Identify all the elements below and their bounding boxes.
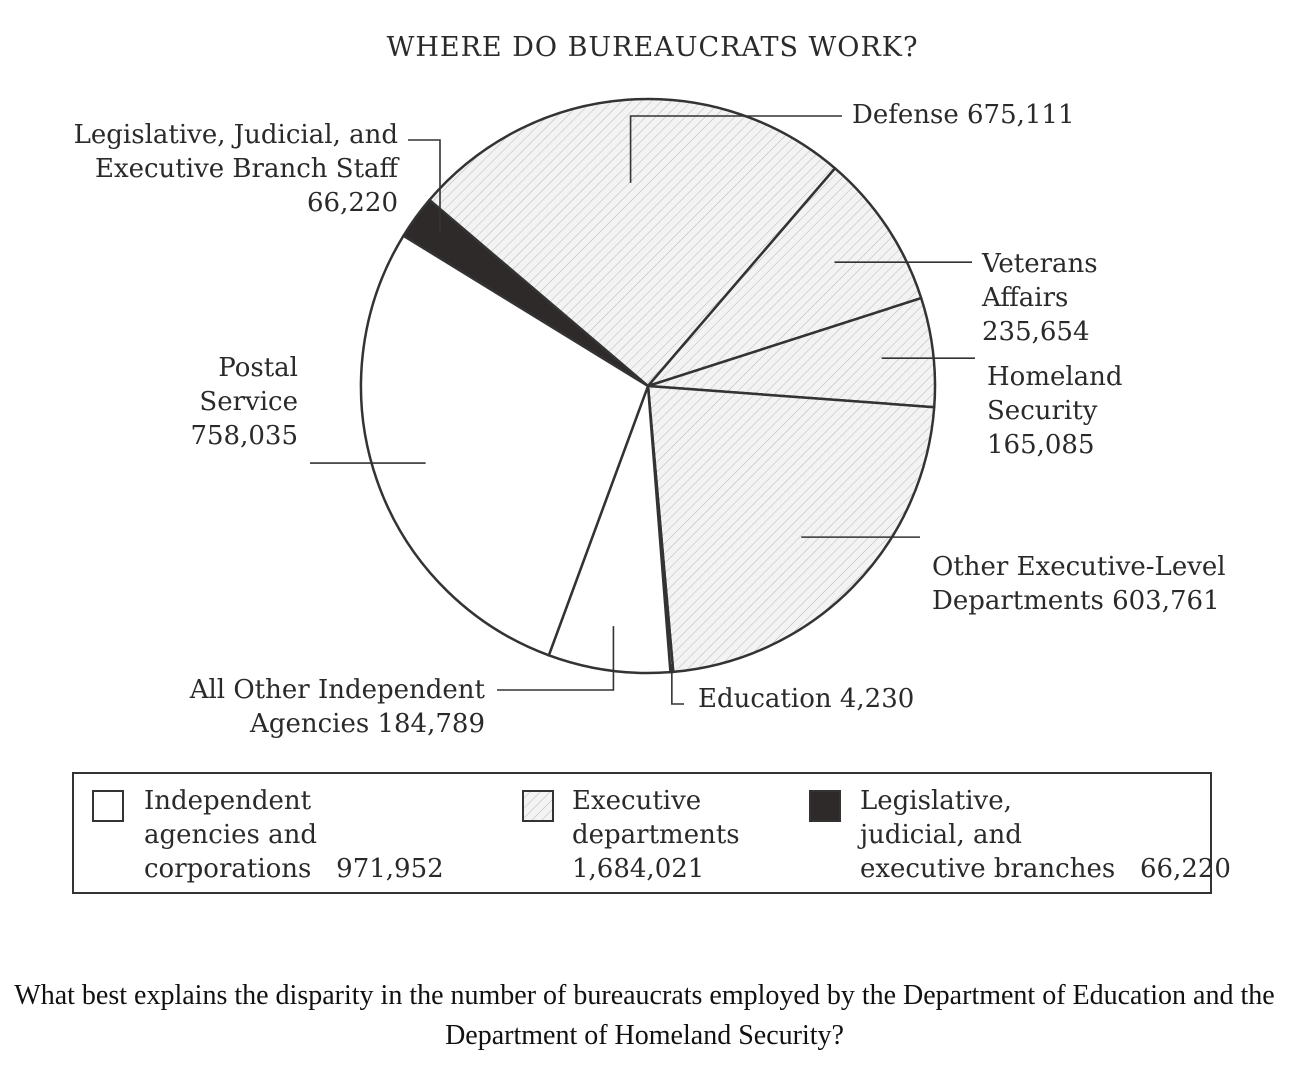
label-line: Other Executive-Level	[932, 552, 1226, 582]
legend-line: judicial, and	[860, 820, 1022, 850]
legend-swatch-independent	[92, 790, 124, 822]
legend-line: Executive	[572, 786, 702, 816]
label-defense: Defense 675,111	[852, 98, 1075, 132]
label-line: Security	[987, 396, 1098, 426]
label-education: Education 4,230	[698, 682, 914, 716]
legend-item-legislative: Legislative, judicial, and executive bra…	[860, 784, 1231, 886]
legend-swatch-legislative	[809, 790, 841, 822]
label-line: Affairs	[982, 283, 1069, 313]
legend-line: agencies and	[144, 820, 318, 850]
label-line: All Other Independent	[189, 675, 485, 705]
legend-line: 1,684,021	[572, 854, 705, 884]
legend-item-executive: Executive departments 1,684,021	[572, 784, 740, 886]
pie-slice-defense	[428, 97, 837, 388]
label-legislative-staff: Legislative, Judicial, and Executive Bra…	[60, 118, 398, 220]
label-other-executive: Other Executive-Level Departments 603,76…	[932, 550, 1226, 618]
label-line: Veterans	[982, 249, 1098, 279]
leader-line-other-independent	[497, 626, 615, 691]
pie-chart	[310, 97, 975, 705]
label-line: Executive Branch Staff	[94, 154, 398, 184]
leader-line-legislative	[408, 139, 441, 235]
legend-line: corporations 971,952	[144, 854, 444, 884]
legend-swatch-executive	[522, 790, 554, 822]
pie-slice-all-other-independent-agencies	[547, 384, 672, 675]
pie-slice-other-executive-level-departments	[646, 384, 936, 674]
label-line: Departments 603,761	[932, 586, 1220, 616]
label-line: Homeland	[987, 362, 1123, 392]
chart-title: WHERE DO BUREAUCRATS WORK?	[386, 32, 919, 63]
question-text: What best explains the disparity in the …	[14, 980, 1275, 1051]
label-line: 758,035	[190, 421, 298, 451]
label-line: Defense 675,111	[852, 100, 1075, 130]
label-line: Education 4,230	[698, 684, 915, 714]
legend-line: executive branches 66,220	[860, 854, 1231, 884]
label-line: Agencies 184,789	[250, 709, 485, 739]
leader-line-defense	[629, 115, 842, 183]
label-postal-service: Postal Service 758,035	[150, 351, 298, 453]
label-veterans-affairs: Veterans Affairs 235,654	[982, 247, 1098, 349]
legend-line: departments	[572, 820, 740, 850]
label-line: 235,654	[982, 317, 1090, 347]
legend-item-independent: Independent agencies and corporations 97…	[144, 784, 444, 886]
legend-line: Independent	[144, 786, 312, 816]
legend-line: Legislative,	[860, 786, 1012, 816]
label-other-independent: All Other Independent Agencies 184,789	[150, 673, 485, 741]
label-homeland-security: Homeland Security 165,085	[987, 360, 1123, 462]
pie-slice-postal-service	[359, 234, 650, 657]
label-line: 165,085	[987, 430, 1095, 460]
label-line: 66,220	[307, 188, 398, 218]
label-line: Legislative, Judicial, and	[73, 120, 398, 150]
pie-slice-veterans-affairs	[646, 167, 923, 388]
chart-legend: Independent agencies and corporations 97…	[72, 772, 1231, 894]
label-line: Service	[199, 387, 298, 417]
label-line: Postal	[218, 353, 298, 383]
leader-line-education	[671, 664, 684, 705]
